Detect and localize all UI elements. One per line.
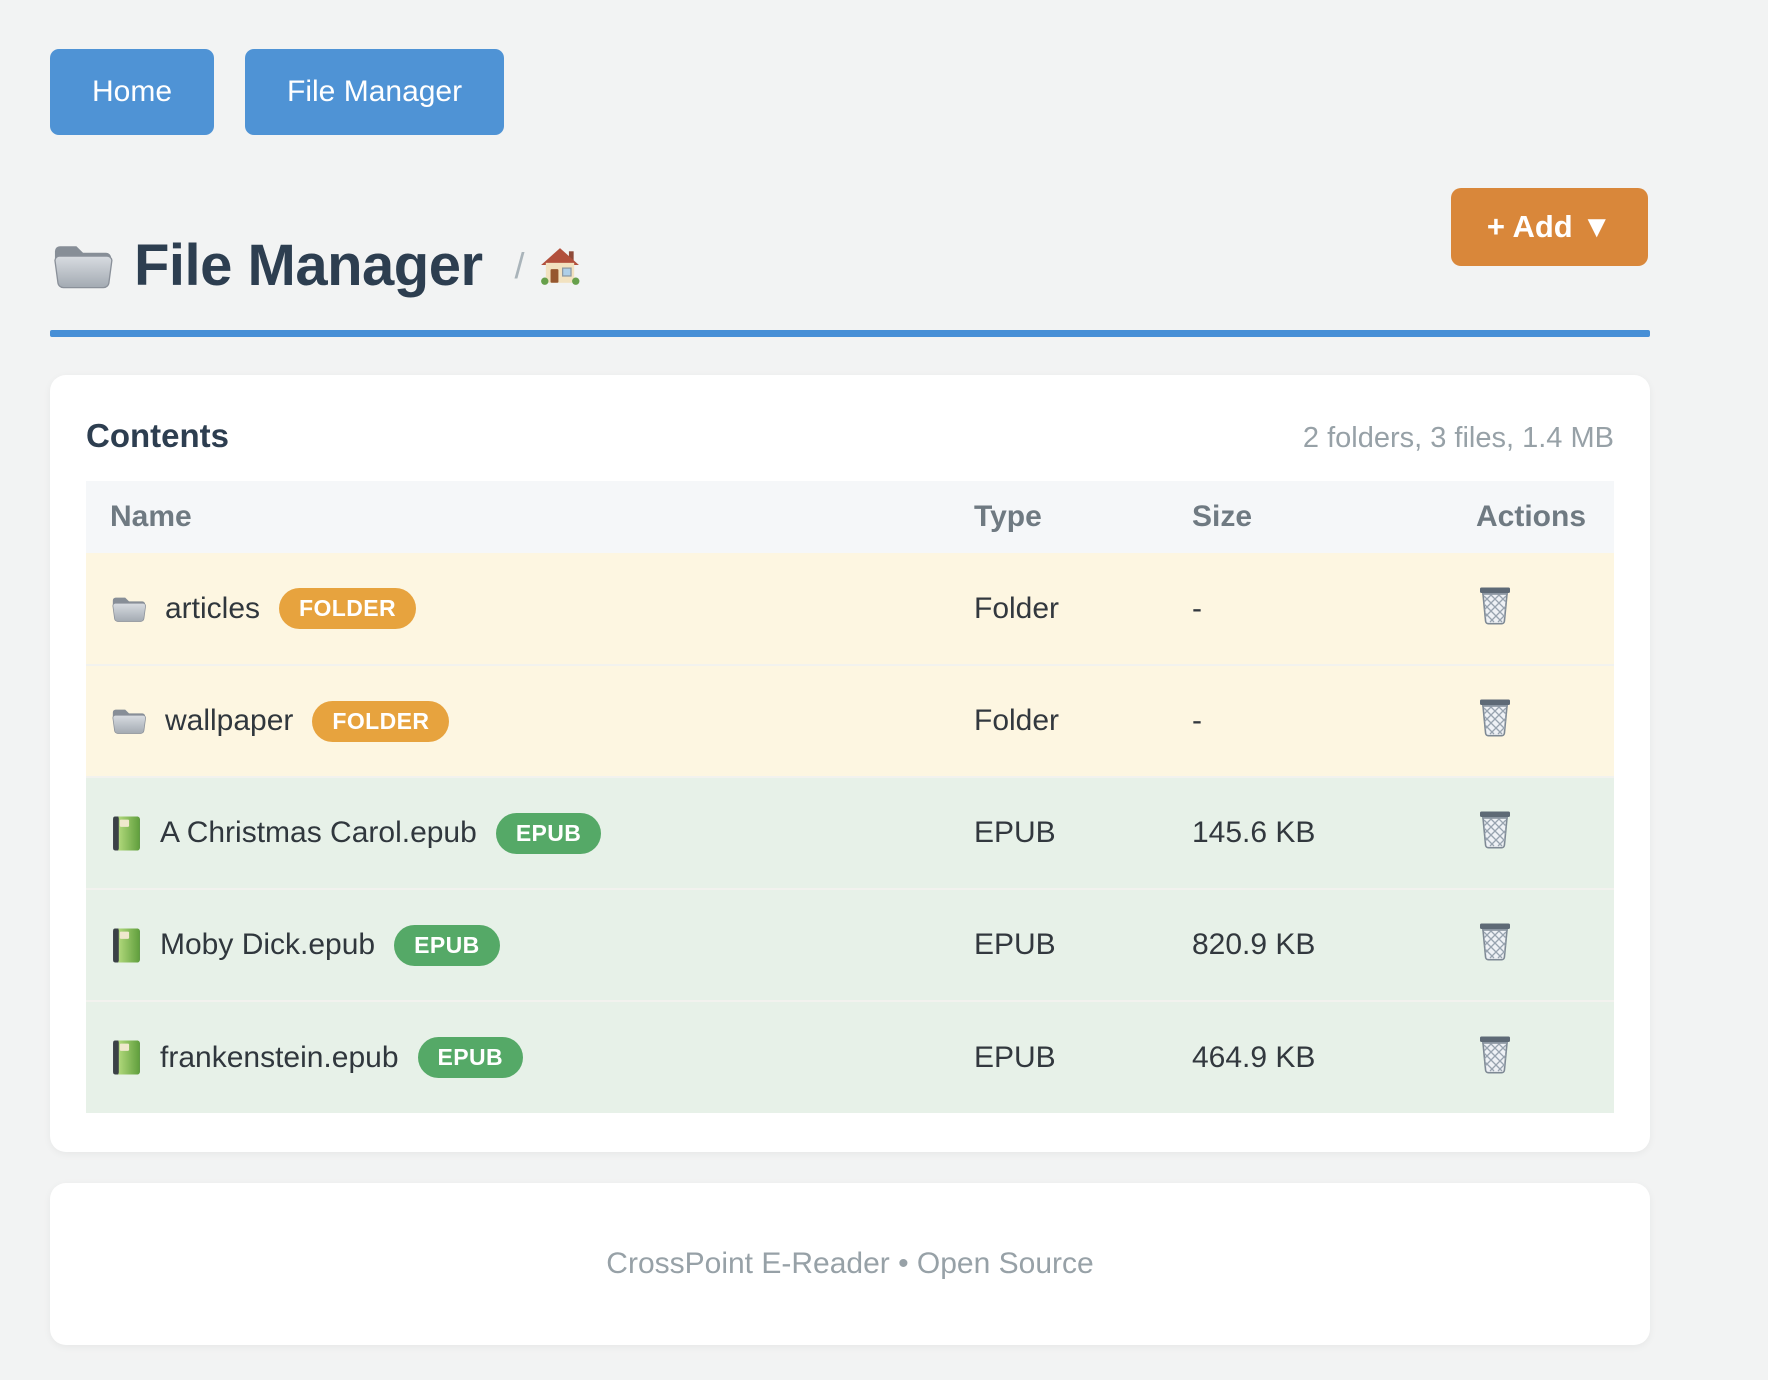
page: Home File Manager File Manager / + Add ▼… <box>50 0 1650 1345</box>
file-name-link[interactable]: Moby Dick.epub <box>160 928 376 961</box>
column-header-size: Size <box>1168 481 1412 553</box>
column-header-name: Name <box>86 481 950 553</box>
delete-button[interactable] <box>1476 1033 1514 1075</box>
epub-badge: EPUB <box>495 812 602 854</box>
size-cell: 820.9 KB <box>1192 928 1316 961</box>
table-row: wallpaper FOLDER Folder - <box>86 665 1614 777</box>
folder-icon <box>110 705 148 737</box>
type-cell: EPUB <box>974 928 1056 961</box>
trash-icon <box>1476 696 1514 738</box>
file-name-link[interactable]: A Christmas Carol.epub <box>160 816 477 849</box>
trash-icon <box>1476 808 1514 850</box>
footer-card: CrossPoint E-Reader • Open Source <box>50 1183 1650 1345</box>
title-rule <box>50 330 1650 337</box>
folder-icon <box>110 593 148 625</box>
contents-heading: Contents <box>86 417 229 454</box>
contents-summary: 2 folders, 3 files, 1.4 MB <box>1302 422 1614 454</box>
delete-button[interactable] <box>1476 696 1514 738</box>
delete-button[interactable] <box>1476 584 1514 626</box>
delete-button[interactable] <box>1476 808 1514 850</box>
folder-badge: FOLDER <box>312 700 450 742</box>
trash-icon <box>1476 1033 1514 1075</box>
column-header-actions: Actions <box>1412 481 1614 553</box>
top-nav: Home File Manager <box>50 49 1650 135</box>
file-name-link[interactable]: frankenstein.epub <box>160 1040 399 1074</box>
type-cell: Folder <box>974 591 1060 625</box>
breadcrumb: / <box>515 245 581 287</box>
size-cell: - <box>1192 591 1202 625</box>
book-icon <box>110 927 143 964</box>
name-cell: articles FOLDER <box>110 588 950 629</box>
contents-card-header: Contents 2 folders, 3 files, 1.4 MB <box>86 417 1614 455</box>
table-row: Moby Dick.epub EPUB EPUB 820.9 KB <box>86 889 1614 1001</box>
file-name-link[interactable]: wallpaper <box>165 704 294 737</box>
trash-icon <box>1476 584 1514 626</box>
book-icon <box>110 1039 143 1076</box>
size-cell: 464.9 KB <box>1192 1040 1316 1074</box>
delete-button[interactable] <box>1476 920 1514 962</box>
epub-badge: EPUB <box>417 1037 524 1078</box>
name-cell: wallpaper FOLDER <box>110 700 950 742</box>
size-cell: 145.6 KB <box>1192 816 1316 849</box>
house-icon[interactable] <box>539 247 581 285</box>
home-button[interactable]: Home <box>50 49 215 135</box>
name-cell: frankenstein.epub EPUB <box>110 1037 950 1078</box>
add-button[interactable]: + Add ▼ <box>1450 188 1648 266</box>
file-name-link[interactable]: articles <box>165 591 261 625</box>
footer-text: CrossPoint E-Reader • Open Source <box>606 1247 1094 1280</box>
page-header: File Manager / + Add ▼ <box>50 188 1650 316</box>
contents-card: Contents 2 folders, 3 files, 1.4 MB Name… <box>50 375 1650 1152</box>
table-header-row: Name Type Size Actions <box>86 481 1614 553</box>
name-cell: Moby Dick.epub EPUB <box>110 924 950 966</box>
column-header-type: Type <box>950 481 1168 553</box>
breadcrumb-separator: / <box>514 244 525 286</box>
type-cell: EPUB <box>974 1040 1056 1074</box>
file-table: Name Type Size Actions articles FOLDER F… <box>86 481 1614 1113</box>
trash-icon <box>1476 920 1514 962</box>
book-icon <box>110 815 143 852</box>
file-manager-button[interactable]: File Manager <box>245 49 505 135</box>
folder-icon <box>50 239 116 293</box>
type-cell: EPUB <box>974 816 1056 849</box>
table-row: articles FOLDER Folder - <box>86 553 1614 665</box>
size-cell: - <box>1192 704 1202 737</box>
epub-badge: EPUB <box>394 924 500 966</box>
table-row: frankenstein.epub EPUB EPUB 464.9 KB <box>86 1001 1614 1113</box>
title-group: File Manager / <box>50 232 581 299</box>
table-row: A Christmas Carol.epub EPUB EPUB 145.6 K… <box>86 777 1614 889</box>
folder-badge: FOLDER <box>279 588 416 629</box>
type-cell: Folder <box>974 704 1060 737</box>
name-cell: A Christmas Carol.epub EPUB <box>110 812 950 854</box>
page-title: File Manager <box>134 233 483 298</box>
